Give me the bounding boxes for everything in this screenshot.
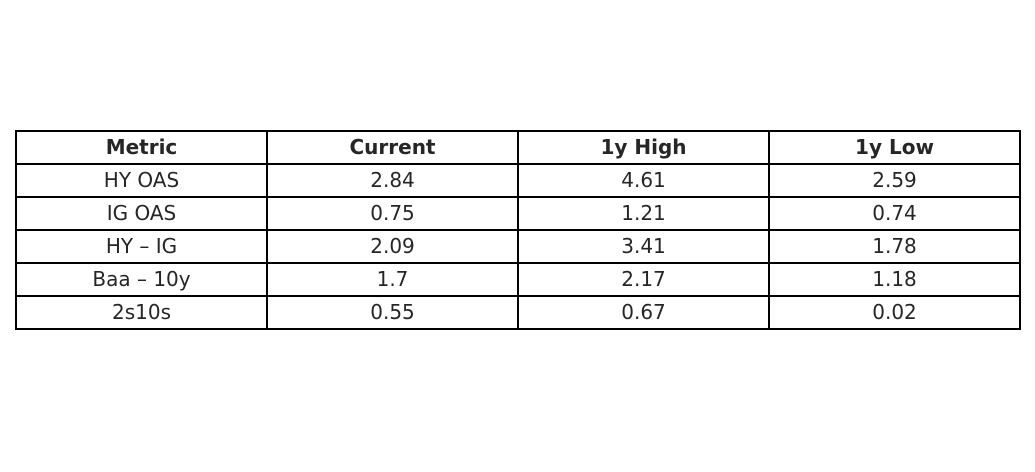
current-cell: 2.84 <box>266 163 519 198</box>
high-cell: 3.41 <box>517 229 770 264</box>
metric-cell: 2s10s <box>15 295 268 330</box>
current-cell: 0.75 <box>266 196 519 231</box>
metric-cell: HY OAS <box>15 163 268 198</box>
table-row: HY OAS 2.84 4.61 2.59 <box>15 163 1021 198</box>
high-cell: 4.61 <box>517 163 770 198</box>
current-cell: 2.09 <box>266 229 519 264</box>
spread-table: Metric Current 1y High 1y Low HY OAS 2.8… <box>15 130 1021 330</box>
table-row: IG OAS 0.75 1.21 0.74 <box>15 196 1021 231</box>
column-header-metric: Metric <box>15 130 268 165</box>
table-row: Baa – 10y 1.7 2.17 1.18 <box>15 262 1021 297</box>
column-header-1y-low: 1y Low <box>768 130 1021 165</box>
high-cell: 1.21 <box>517 196 770 231</box>
table-row: HY – IG 2.09 3.41 1.78 <box>15 229 1021 264</box>
low-cell: 0.02 <box>768 295 1021 330</box>
low-cell: 1.18 <box>768 262 1021 297</box>
high-cell: 2.17 <box>517 262 770 297</box>
column-header-current: Current <box>266 130 519 165</box>
low-cell: 2.59 <box>768 163 1021 198</box>
column-header-1y-high: 1y High <box>517 130 770 165</box>
high-cell: 0.67 <box>517 295 770 330</box>
low-cell: 0.74 <box>768 196 1021 231</box>
low-cell: 1.78 <box>768 229 1021 264</box>
metric-cell: Baa – 10y <box>15 262 268 297</box>
table-row: 2s10s 0.55 0.67 0.02 <box>15 295 1021 330</box>
current-cell: 0.55 <box>266 295 519 330</box>
current-cell: 1.7 <box>266 262 519 297</box>
metric-cell: IG OAS <box>15 196 268 231</box>
metric-cell: HY – IG <box>15 229 268 264</box>
header-row: Metric Current 1y High 1y Low <box>15 130 1021 165</box>
